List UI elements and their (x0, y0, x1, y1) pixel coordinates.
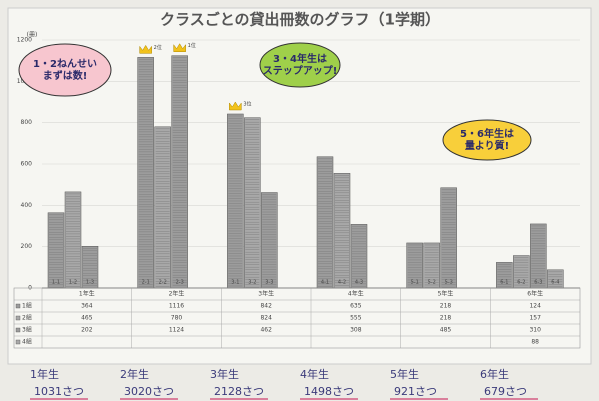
total-grade: 5年生 (390, 367, 419, 381)
sticky-note (443, 120, 531, 160)
y-tick-label: 800 (21, 119, 33, 126)
legend-swatch (16, 316, 20, 320)
chart: クラスごとの貸出冊数のグラフ（1学期） (冊) 0200400600800100… (0, 0, 599, 401)
table-cell: 157 (529, 315, 541, 322)
table-cell: 635 (350, 303, 362, 310)
legend-swatch (16, 340, 20, 344)
bar-label: 1-2 (69, 280, 77, 286)
table-cell: 218 (440, 303, 452, 310)
legend-label: 4組 (22, 338, 32, 346)
total-grade: 2年生 (120, 367, 149, 381)
bar-label: 2-1 (142, 280, 150, 286)
x-tick-label: 5年生 (438, 290, 454, 298)
bar-label: 3-1 (231, 280, 239, 286)
table-cell: 124 (529, 303, 541, 310)
bar-label: 1-1 (52, 280, 60, 286)
total-value: 1498さつ (304, 385, 354, 398)
bar (244, 118, 260, 288)
bar-label: 6-1 (500, 280, 508, 286)
table-cell: 202 (81, 327, 93, 334)
y-tick-label: 1200 (17, 37, 32, 44)
table-cell: 842 (260, 303, 272, 310)
table-cell: 465 (81, 315, 93, 322)
table-cell: 555 (350, 315, 362, 322)
bar-label: 1-3 (86, 280, 94, 286)
legend-swatch (16, 304, 20, 308)
total-value: 921さつ (394, 385, 437, 398)
bar-label: 5-3 (445, 280, 453, 286)
x-tick-label: 2年生 (169, 290, 185, 298)
total-grade: 4年生 (300, 367, 329, 381)
rank-label: 1位 (188, 42, 196, 49)
x-tick-label: 4年生 (348, 290, 364, 298)
table-cell: 308 (350, 327, 362, 334)
bar-label: 4-3 (355, 280, 363, 286)
x-tick-label: 6年生 (527, 290, 543, 298)
total-value: 3020さつ (124, 385, 174, 398)
total-value: 679さつ (484, 385, 527, 398)
legend-label: 2組 (22, 314, 32, 322)
bar-label: 2-3 (176, 280, 184, 286)
total-grade: 6年生 (480, 367, 509, 381)
bar-label: 5-1 (411, 280, 419, 286)
bar-label: 3-2 (248, 280, 256, 286)
note-text: 3・4年生はステップアップ! (263, 52, 338, 77)
table-cell: 364 (81, 303, 93, 310)
bar (334, 173, 350, 288)
x-tick-label: 1年生 (79, 290, 95, 298)
note-text: 5・6年生は量より質! (460, 127, 514, 152)
table-cell: 780 (171, 315, 183, 322)
x-tick-label: 3年生 (258, 290, 274, 298)
y-tick-label: 200 (21, 243, 33, 250)
total-value: 1031さつ (34, 385, 84, 398)
bar-label: 6-2 (517, 280, 525, 286)
total-value: 2128さつ (214, 385, 264, 398)
bar-label: 6-3 (534, 280, 542, 286)
bar (48, 213, 64, 288)
rank-label: 2位 (154, 44, 162, 51)
bar-label: 2-2 (159, 280, 167, 286)
sticky-note (19, 44, 111, 96)
y-tick-label: 600 (21, 161, 33, 168)
bar-label: 6-4 (551, 280, 559, 286)
table-cell: 88 (531, 339, 539, 346)
bar (172, 56, 188, 288)
table-cell: 310 (529, 327, 541, 334)
y-tick-label: 400 (21, 202, 33, 209)
legend-label: 1組 (22, 302, 32, 310)
legend-swatch (16, 328, 20, 332)
sticky-note (260, 43, 340, 87)
bar (441, 188, 457, 288)
total-grade: 1年生 (30, 367, 59, 381)
table-cell: 1124 (169, 327, 184, 334)
chart-title: クラスごとの貸出冊数のグラフ（1学期） (160, 11, 440, 29)
table-cell: 824 (260, 315, 272, 322)
total-grade: 3年生 (210, 367, 239, 381)
legend-label: 3組 (22, 326, 32, 334)
table-cell: 462 (260, 327, 272, 334)
bar-label: 3-3 (265, 280, 273, 286)
table-cell: 1116 (169, 303, 184, 310)
table-cell: 485 (440, 327, 452, 334)
bar-label: 5-2 (428, 280, 436, 286)
rank-label: 3位 (243, 100, 251, 107)
table-cell: 218 (440, 315, 452, 322)
bar-label: 4-1 (321, 280, 329, 286)
bar-label: 4-2 (338, 280, 346, 286)
